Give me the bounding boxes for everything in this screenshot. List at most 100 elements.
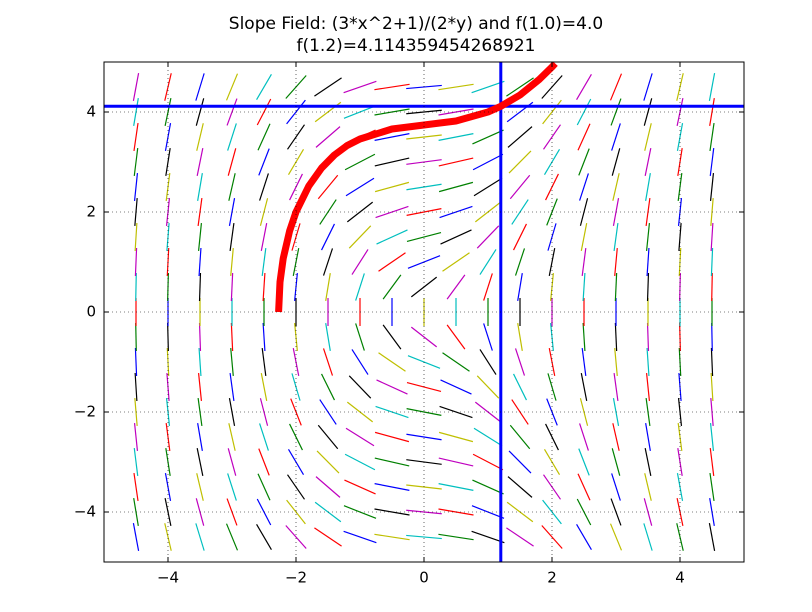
plot — [104, 62, 744, 562]
slope-segment — [614, 322, 618, 352]
slope-segment — [509, 424, 531, 450]
slope-segment — [256, 73, 272, 101]
slope-segment — [322, 248, 334, 276]
slope-segment — [198, 347, 202, 377]
slope-segment — [708, 73, 716, 101]
slope-segment — [579, 173, 589, 201]
slope-segment — [438, 83, 474, 91]
slope-segment — [261, 347, 267, 377]
solution-curve — [275, 62, 558, 313]
slope-segment — [645, 222, 651, 252]
slope-segment — [230, 322, 234, 352]
slope-segment — [317, 174, 339, 200]
slope-segment — [258, 148, 270, 176]
slope-segment — [676, 123, 684, 151]
slope-segment — [472, 479, 504, 495]
chart-title: Slope Field: (3*x^2+1)/(2*y) and f(1.0)=… — [229, 14, 603, 34]
slope-segment — [195, 523, 205, 551]
slope-segment — [609, 73, 623, 101]
slope-segment — [476, 225, 500, 249]
slope-segment — [374, 533, 410, 541]
slope-segment — [709, 172, 715, 202]
slope-segment — [645, 173, 651, 201]
slope-segment — [317, 424, 339, 450]
slope-segment — [195, 73, 205, 101]
slope-segment — [376, 379, 408, 395]
slope-segment — [644, 448, 652, 476]
slope-segment — [508, 450, 532, 474]
slope-segment — [710, 247, 714, 277]
slope-segment — [325, 273, 331, 301]
slope-segment — [472, 153, 504, 171]
slope-segment — [479, 349, 497, 375]
slope-segment — [547, 223, 557, 251]
x-tick-label: −2 — [285, 569, 307, 587]
slope-segment — [291, 223, 301, 251]
x-tick-label: 2 — [547, 569, 557, 587]
y-tick-label: 4 — [86, 103, 96, 121]
slope-segment — [446, 324, 466, 350]
slope-segment — [550, 322, 554, 352]
slope-segment — [316, 450, 340, 474]
slope-segment — [614, 347, 618, 377]
slope-segment — [483, 323, 493, 351]
slope-segment — [512, 223, 528, 251]
slope-segment — [438, 533, 474, 541]
slope-segment — [230, 347, 234, 377]
slope-segment — [472, 453, 504, 471]
slope-segment — [314, 77, 342, 97]
slope-segment — [473, 427, 503, 447]
slope-segment — [256, 523, 272, 551]
slope-segment — [678, 222, 682, 252]
slope-segment — [581, 347, 587, 377]
slope-segment — [355, 323, 365, 351]
slope-segment — [320, 223, 336, 251]
slope-segment — [261, 247, 267, 277]
slope-segment — [382, 324, 402, 350]
slope-segment — [227, 123, 237, 151]
slope-segment — [374, 181, 410, 193]
slope-segment — [609, 523, 623, 551]
slope-segment — [345, 177, 375, 197]
slope-segment — [580, 223, 588, 251]
slope-segment — [644, 473, 652, 501]
slope-segment — [315, 126, 341, 148]
slope-segment — [227, 148, 237, 176]
y-tick-label: −2 — [74, 403, 96, 421]
slope-segment — [198, 247, 202, 277]
slope-segment — [348, 225, 372, 249]
slope-segment — [374, 133, 410, 141]
slope-segment — [257, 473, 271, 501]
slope-segment — [287, 124, 305, 150]
slope-segment — [483, 273, 493, 301]
slope-segment — [344, 153, 376, 171]
chart-subtitle: f(1.2)=4.114359454268921 — [297, 36, 536, 56]
slope-segment — [512, 373, 528, 401]
slope-segment — [507, 476, 533, 498]
slope-segment — [344, 479, 376, 495]
y-tick-label: 2 — [86, 203, 96, 221]
slope-segment — [646, 247, 650, 277]
slope-segment — [644, 148, 652, 176]
slope-segment — [315, 476, 341, 498]
slope-segment — [442, 352, 470, 372]
slope-segment — [133, 172, 139, 202]
slope-segment — [133, 422, 139, 452]
slope-segment — [578, 148, 590, 176]
slope-segment — [198, 322, 202, 352]
slope-segment — [230, 272, 234, 302]
x-tick-label: −4 — [157, 569, 179, 587]
slope-segment — [134, 372, 138, 402]
slope-segment — [509, 174, 531, 200]
slope-segment — [348, 375, 372, 399]
slope-segment — [471, 80, 505, 94]
slope-segment — [541, 525, 563, 549]
slope-segment — [374, 157, 410, 167]
slope-segment — [580, 373, 588, 401]
slope-segment — [643, 73, 653, 101]
slope-segment — [132, 73, 140, 101]
slope-segment — [343, 530, 377, 544]
slope-segment — [508, 150, 532, 174]
slope-segment — [646, 347, 650, 377]
